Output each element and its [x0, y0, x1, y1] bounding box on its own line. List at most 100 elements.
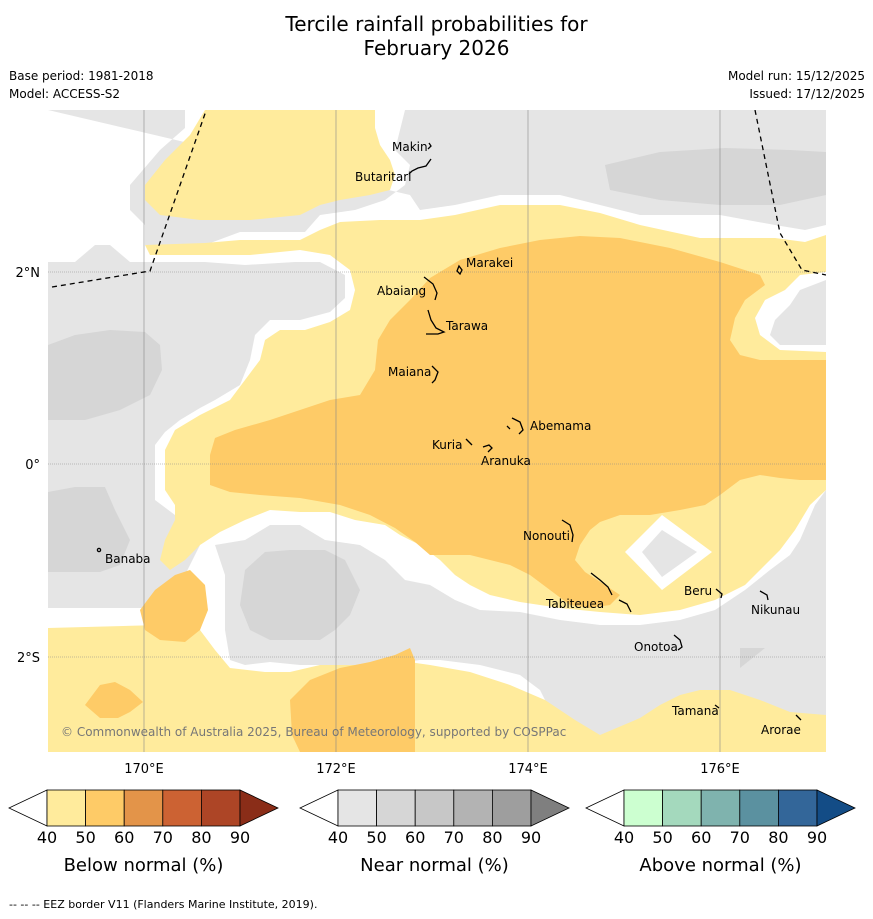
island-banaba: [96, 547, 102, 553]
label-abemama: Abemama: [530, 419, 591, 433]
below-normal-extension-high: [239, 789, 279, 827]
eez-border-west: [51, 110, 207, 288]
x-tick-170e: 170°E: [124, 762, 164, 777]
near-normal-tick-label: 40: [328, 828, 348, 847]
above-normal-tick-label: 50: [652, 828, 672, 847]
x-tick-174e: 174°E: [508, 762, 548, 777]
below-normal-swatch-3: [123, 789, 164, 827]
meta-left: Base period: 1981-2018 Model: ACCESS-S2: [9, 67, 154, 103]
near-normal-extension-low: [299, 789, 339, 827]
above-normal-swatch-4: [739, 789, 779, 827]
above-normal-swatch-3: [700, 789, 741, 827]
place-labels: Makin Butaritari Marakei Abaiang Tarawa …: [105, 140, 801, 737]
near-normal-region-east: [770, 280, 826, 345]
below-normal-light-southwest: [48, 625, 826, 752]
label-onotoa: Onotoa: [634, 640, 678, 654]
below-normal-medium-southwest: [85, 682, 143, 718]
near-normal-patch-southwest: [48, 487, 130, 572]
above-normal-tick-label: 70: [730, 828, 750, 847]
label-tarawa: Tarawa: [445, 319, 488, 333]
y-tick-0: 0°: [25, 458, 40, 473]
above-normal-extension-low: [585, 789, 625, 827]
below-normal-medium-west: [140, 570, 208, 642]
near-normal-tick-label: 60: [405, 828, 425, 847]
island-beru: [715, 588, 723, 599]
near-normal-tick-label: 90: [521, 828, 541, 847]
near-normal-colorbar: 40 50 60 70 80 90 Near normal (%): [299, 789, 570, 876]
label-arorae: Arorae: [761, 723, 801, 737]
near-normal-tick-label: 50: [366, 828, 386, 847]
island-abemama: [506, 417, 524, 435]
near-normal-extension-high: [530, 789, 570, 827]
below-normal-tick-label: 70: [153, 828, 173, 847]
axis-ticks: 170°E 172°E 174°E 176°E 2°N 0° 2°S: [16, 266, 740, 777]
label-banaba: Banaba: [105, 552, 151, 566]
above-normal-colorbar: 40 50 60 70 80 90 Above normal (%): [585, 789, 856, 876]
map-title: Tercile rainfall probabilities for Febru…: [0, 12, 873, 60]
near-normal-swatch-1: [337, 789, 377, 827]
label-tabiteuea: Tabiteuea: [545, 597, 604, 611]
base-period: Base period: 1981-2018: [9, 69, 154, 83]
label-marakei: Marakei: [466, 256, 513, 270]
island-arorae: [795, 714, 802, 721]
above-normal-tick-label: 60: [691, 828, 711, 847]
above-normal-swatch-2: [662, 789, 702, 827]
below-normal-tick-label: 60: [114, 828, 134, 847]
near-normal-hole-diamond: [642, 530, 697, 577]
near-normal-swatch-4: [453, 789, 493, 827]
y-tick-2n: 2°N: [16, 266, 41, 281]
above-normal-extension-high: [816, 789, 856, 827]
above-normal-swatch-1: [623, 789, 663, 827]
probability-field: Makin Butaritari Marakei Abaiang Tarawa …: [48, 110, 826, 752]
below-normal-colorbar: 40 50 60 70 80 90 Below normal (%): [8, 789, 279, 876]
near-normal-tick-label: 80: [482, 828, 502, 847]
label-nikunau: Nikunau: [751, 603, 800, 617]
x-tick-172e: 172°E: [316, 762, 356, 777]
island-nonouti: [561, 519, 574, 543]
x-tick-176e: 176°E: [700, 762, 740, 777]
below-normal-tick-label: 80: [191, 828, 211, 847]
below-normal-colorbar-title: Below normal (%): [64, 855, 224, 876]
near-normal-swatch-3: [414, 789, 455, 827]
island-makin: [427, 142, 432, 150]
island-maiana: [431, 365, 439, 384]
below-normal-swatch-1: [46, 789, 86, 827]
near-normal-colorbar-title: Near normal (%): [360, 855, 509, 876]
issued-date: Issued: 17/12/2025: [749, 87, 865, 101]
eez-border-east: [754, 110, 826, 276]
island-tabiteuea: [590, 572, 632, 613]
above-normal-colorbar-title: Above normal (%): [639, 855, 801, 876]
label-nonouti: Nonouti: [523, 529, 570, 543]
below-normal-tick-label: 50: [75, 828, 95, 847]
label-maiana: Maiana: [388, 365, 431, 379]
below-normal-swatch-4: [162, 789, 202, 827]
island-kuria: [465, 438, 473, 446]
near-normal-patch-south: [240, 550, 360, 640]
below-normal-light-north: [145, 110, 395, 220]
meta-right: Model run: 15/12/2025 Issued: 17/12/2025: [728, 67, 865, 103]
below-normal-tick-label: 90: [230, 828, 250, 847]
island-abaiang: [423, 276, 438, 301]
label-makin: Makin: [392, 140, 428, 154]
label-butaritari: Butaritari: [355, 170, 412, 184]
island-aranuka: [482, 444, 493, 453]
model-run: Model run: 15/12/2025: [727, 69, 865, 83]
near-normal-swatch-5: [491, 789, 532, 827]
below-normal-swatch-2: [85, 789, 125, 827]
below-normal-extension-low: [8, 789, 48, 827]
near-normal-swatch-2: [376, 789, 416, 827]
near-normal-tick-label: 70: [444, 828, 464, 847]
island-butaritari: [408, 158, 432, 175]
title-line-2: February 2026: [363, 36, 510, 60]
island-outlines: [96, 142, 802, 721]
model-name: Model: ACCESS-S2: [9, 87, 121, 101]
island-onotoa: [673, 634, 683, 651]
near-normal-region-west: [48, 110, 345, 608]
above-normal-tick-label: 40: [614, 828, 634, 847]
below-normal-medium-central: [210, 236, 826, 608]
label-tamana: Tamana: [671, 704, 719, 718]
above-normal-tick-label: 80: [768, 828, 788, 847]
island-tamana: [714, 704, 720, 709]
label-abaiang: Abaiang: [377, 284, 426, 298]
y-tick-2s: 2°S: [17, 651, 40, 666]
